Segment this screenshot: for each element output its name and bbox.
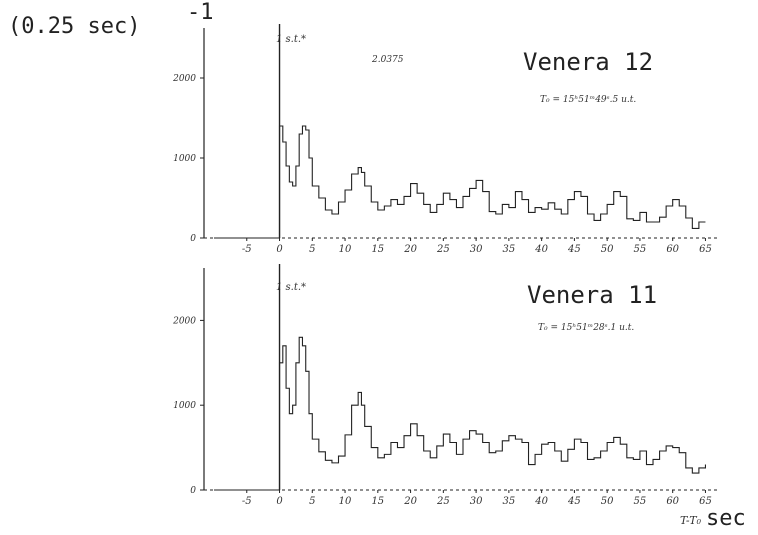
x-tick-label: 60	[666, 496, 679, 507]
x-tick-label: 35	[503, 244, 516, 255]
x-tick-label: -5	[242, 244, 252, 255]
marker-label: 1 s.t.*	[276, 34, 306, 45]
y-tick-label: 2000	[172, 316, 196, 326]
x-tick-label: 30	[470, 244, 483, 255]
x-tick-label: 0	[276, 496, 283, 507]
x-tick-label: 65	[699, 496, 712, 507]
x-tick-label: 25	[436, 244, 450, 255]
x-tick-label: 45	[567, 496, 581, 507]
time-annotation: T₀ = 15ʰ51ᵐ49ˢ.5 u.t.	[540, 95, 636, 105]
x-axis-unit: sec	[706, 506, 746, 531]
x-tick-label: -5	[242, 496, 252, 507]
x-tick-label: 35	[503, 496, 516, 507]
x-tick-label: 40	[534, 244, 548, 255]
x-tick-label: 15	[371, 496, 384, 507]
x-tick-label: 20	[403, 244, 417, 255]
x-tick-label: 10	[339, 244, 352, 255]
y-tick-label: 1000	[173, 154, 196, 164]
series-line	[214, 125, 706, 239]
y-axis-label: (0.25 sec)	[8, 14, 141, 39]
series-line	[214, 336, 706, 491]
time-annotation: T₀ = 15ʰ51ᵐ28ˢ.1 u.t.	[538, 323, 634, 333]
x-tick-label: 50	[601, 244, 614, 255]
y-tick-label: 1000	[173, 401, 196, 411]
x-tick-label: 65	[699, 244, 712, 255]
x-tick-label: 40	[534, 496, 548, 507]
x-tick-label: 0	[276, 244, 283, 255]
y-axis-superscript: -1	[187, 0, 214, 25]
x-tick-label: 5	[309, 496, 315, 507]
y-tick-label: 2000	[172, 74, 196, 84]
x-tick-label: 60	[666, 244, 679, 255]
x-tick-label: 25	[436, 496, 450, 507]
x-tick-label: 30	[470, 496, 483, 507]
panel-title: Venera 11	[527, 281, 657, 309]
x-tick-label: 55	[634, 496, 647, 507]
x-tick-label: 45	[567, 244, 581, 255]
x-tick-label: 5	[309, 244, 315, 255]
marker-label: 1 s.t.*	[276, 282, 306, 293]
x-tick-label: 15	[371, 244, 384, 255]
x-tick-label: 10	[339, 496, 352, 507]
extra-annotation: 2.0375	[371, 55, 404, 65]
y-tick-label: 0	[190, 234, 196, 244]
y-tick-label: 0	[190, 486, 196, 496]
panel-title: Venera 12	[523, 48, 653, 76]
panel-venera-12: Venera 12 T₀ = 15ʰ51ᵐ49ˢ.5 u.t. 1 s.t.* …	[172, 24, 720, 255]
x-axis-symbol: T-T₀	[680, 514, 702, 527]
panel-venera-11: Venera 11 T₀ = 15ʰ51ᵐ28ˢ.1 u.t. 1 s.t.* …	[172, 264, 720, 507]
x-tick-label: 50	[601, 496, 614, 507]
x-tick-label: 55	[634, 244, 647, 255]
x-tick-label: 20	[403, 496, 417, 507]
